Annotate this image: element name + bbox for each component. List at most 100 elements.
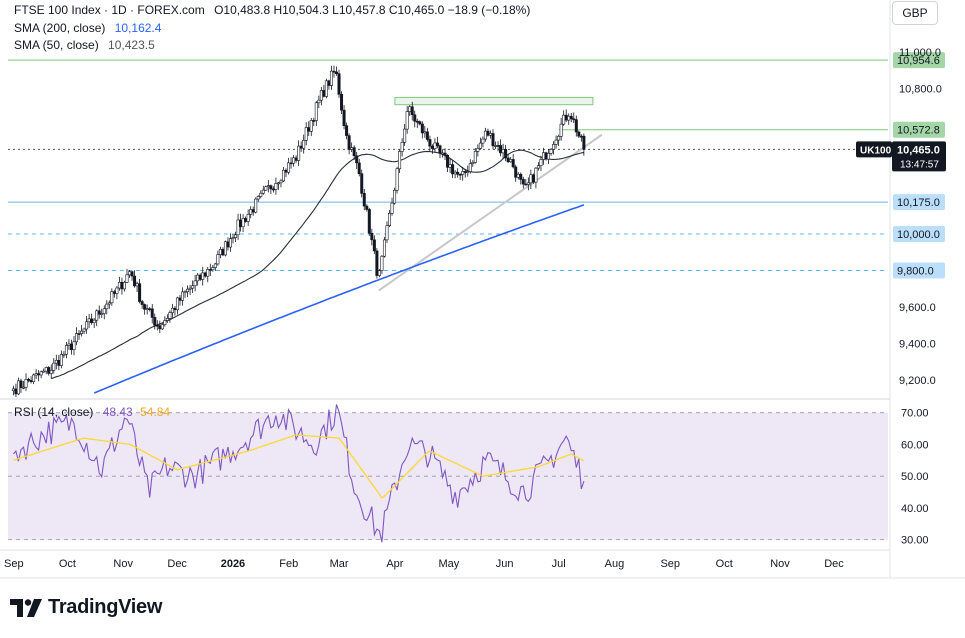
candle xyxy=(244,218,248,222)
candle xyxy=(446,155,450,168)
candle xyxy=(499,145,503,154)
candle xyxy=(294,157,298,161)
candle xyxy=(559,123,563,137)
candle xyxy=(188,287,192,290)
candle xyxy=(342,109,346,126)
candle xyxy=(223,241,227,256)
candle xyxy=(128,271,132,276)
candle xyxy=(509,159,513,163)
candle xyxy=(448,164,452,168)
candle xyxy=(87,318,91,323)
rsi-ma-value: 54.84 xyxy=(140,405,171,419)
candle xyxy=(77,333,81,335)
candle xyxy=(249,209,253,215)
candle xyxy=(478,142,482,149)
time-axis-label: Apr xyxy=(386,558,403,570)
candle xyxy=(340,93,344,111)
candle xyxy=(178,297,182,301)
candle xyxy=(90,318,94,323)
candle xyxy=(112,291,116,294)
candle xyxy=(150,308,154,318)
candle xyxy=(82,328,86,332)
candle xyxy=(122,282,126,290)
candle xyxy=(461,171,465,175)
candle xyxy=(297,145,301,161)
candle xyxy=(203,272,207,277)
rsi-legend[interactable]: RSI (14, close) 48.43 54.84 xyxy=(14,405,170,419)
price-axis-label: 11,000.0 xyxy=(899,47,941,59)
candle xyxy=(52,362,56,371)
candle xyxy=(304,127,308,141)
candle xyxy=(49,370,53,374)
ohlc-readout: O10,483.8 H10,504.3 L10,457.8 C10,465.0 … xyxy=(214,3,531,17)
candle xyxy=(529,174,533,184)
rsi-label: RSI (14, close) xyxy=(14,405,94,419)
candle xyxy=(259,192,263,197)
candle xyxy=(125,274,129,283)
rsi-axis-label: 60.00 xyxy=(901,439,929,451)
candle xyxy=(367,209,371,234)
candle xyxy=(170,307,174,313)
ascending-trendline xyxy=(378,133,603,292)
candle xyxy=(544,152,548,160)
candle xyxy=(572,118,576,121)
candle xyxy=(299,145,303,149)
candle xyxy=(521,179,525,185)
candle xyxy=(264,186,268,191)
candle xyxy=(39,371,43,376)
candle xyxy=(153,317,157,326)
candle xyxy=(569,115,573,120)
candle xyxy=(274,183,278,190)
candle xyxy=(284,169,288,173)
sma50-legend[interactable]: SMA (50, close) 10,423.5 xyxy=(14,38,155,52)
candle xyxy=(481,138,485,144)
candle xyxy=(173,307,177,311)
candle xyxy=(332,70,336,73)
tradingview-logo[interactable]: TradingView xyxy=(10,596,162,619)
candle xyxy=(175,297,179,311)
rsi-axis-label: 70.00 xyxy=(901,408,929,420)
sma200-line xyxy=(93,204,585,394)
candle xyxy=(438,145,442,154)
rsi-value: 48.43 xyxy=(102,405,133,419)
symbol-badge-label: UK100 xyxy=(860,145,892,156)
candle xyxy=(95,310,99,321)
time-axis-label: Oct xyxy=(59,558,76,570)
candle xyxy=(486,130,490,136)
candle xyxy=(420,123,424,134)
candle xyxy=(19,380,23,388)
candle xyxy=(579,135,583,138)
candle xyxy=(163,320,167,325)
candle xyxy=(488,133,492,136)
candle xyxy=(226,241,230,248)
price-axis-label: 10,572.8 xyxy=(897,125,940,137)
candle xyxy=(501,149,505,154)
candle xyxy=(27,378,31,381)
currency-button[interactable]: GBP xyxy=(892,1,938,25)
candle xyxy=(453,171,457,175)
candle xyxy=(393,189,397,204)
candle xyxy=(16,380,20,395)
candle xyxy=(165,318,169,321)
candle xyxy=(504,149,508,159)
last-price-badge xyxy=(892,141,946,172)
candle xyxy=(307,127,311,132)
candle xyxy=(191,285,195,289)
candle xyxy=(236,219,240,236)
candle xyxy=(365,205,369,210)
candle xyxy=(54,359,58,364)
candle xyxy=(319,90,323,101)
symbol-badge xyxy=(856,141,892,158)
candle xyxy=(483,130,487,140)
candle xyxy=(64,345,68,355)
candle xyxy=(62,353,66,356)
sma200-legend[interactable]: SMA (200, close) 10,162.4 xyxy=(14,21,161,35)
rsi-axis-label: 30.00 xyxy=(901,535,929,547)
sma50-label: SMA (50, close) xyxy=(14,38,99,52)
candle xyxy=(408,106,412,112)
candle xyxy=(261,189,265,194)
candle xyxy=(92,319,96,323)
candle xyxy=(256,196,260,200)
candle xyxy=(377,270,381,276)
time-axis-label: 2026 xyxy=(221,558,245,570)
